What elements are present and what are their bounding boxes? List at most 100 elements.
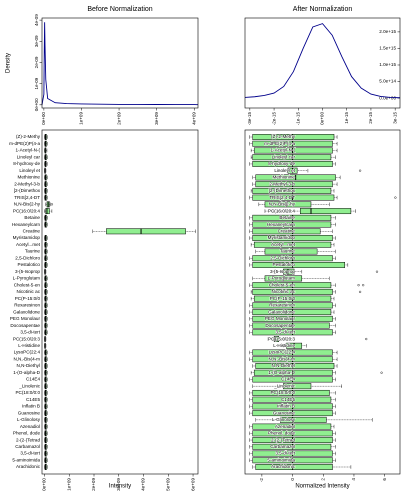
category-label: Methionine	[273, 175, 296, 180]
density-line	[41, 22, 199, 106]
category-label: Pestalotico	[273, 262, 296, 267]
box	[252, 423, 332, 430]
category-label: Azenadiol	[275, 424, 295, 429]
category-label: PC(15:0/20:3	[13, 336, 41, 341]
y-axis-label: Density	[6, 53, 12, 73]
category-label: Betaine	[24, 215, 40, 220]
category-label: L-Pyroglutam	[268, 276, 295, 281]
category-label: m-dPE(2)P(4-a	[264, 141, 295, 146]
box	[264, 201, 312, 208]
box	[252, 228, 321, 235]
panel-frame	[41, 129, 199, 475]
category-label: N,N-Diethyl	[272, 363, 295, 368]
box	[252, 134, 335, 140]
category-label: Phenol, dode	[13, 431, 41, 436]
category-label: Cholest-5-en	[14, 282, 41, 287]
category-label: Acetyl...met	[16, 242, 41, 247]
category-label: Myristamidop	[268, 235, 296, 240]
category-label: 1-Acetyl-N-(	[270, 148, 295, 153]
category-label: m-dPE(2)P(4-a	[9, 141, 40, 146]
category-label: PC(18:0/0:0	[270, 390, 295, 395]
x-tick-label: 1e+09	[66, 478, 71, 491]
y-tick-label: 5.0e+14	[379, 79, 396, 84]
x-tick-label: 2e-15	[368, 112, 373, 124]
box	[252, 214, 332, 221]
category-label: C14E4	[281, 377, 295, 382]
box	[253, 147, 333, 154]
category-label: TRIS[2,4-DT	[269, 195, 295, 200]
category-label: Phenol, dode	[268, 431, 296, 436]
category-label: N,N,-Bis(4-m	[268, 356, 295, 361]
x-tick-label: 2e+09	[91, 478, 96, 491]
box	[283, 383, 312, 390]
category-label: 8-hydroxy-de	[13, 161, 40, 166]
category-label: C14E5	[26, 397, 40, 402]
x-tick-label: 1e-15	[344, 112, 349, 124]
category-label: PC(18:0/0:0	[15, 390, 40, 395]
outlier	[358, 290, 362, 293]
box	[280, 416, 327, 423]
category-label: Nicotinic ac	[272, 289, 296, 294]
box	[252, 187, 332, 194]
box	[283, 268, 295, 275]
outlier	[394, 196, 397, 199]
x-tick-label: 0e+00	[320, 112, 325, 125]
box	[255, 464, 333, 470]
outlier	[50, 203, 54, 206]
box	[45, 208, 50, 215]
category-label: Hexaneylcarn	[12, 222, 41, 227]
category-label: PEG Monolaur	[265, 316, 296, 321]
category-label: Azenadiol	[20, 424, 40, 429]
category-label: PC(16:0/20:4	[268, 208, 296, 213]
category-label: 2,5-Dichloro	[270, 255, 295, 260]
y-tick-label: 0.0e+00	[379, 95, 396, 100]
category-label: L-Glinolosy	[17, 417, 41, 422]
x-tick-label: 1e+09	[79, 112, 84, 125]
category-label: Nicotinic ac	[17, 289, 41, 294]
category-label: Creatine	[278, 229, 296, 234]
category-label: PEG Monolaur	[10, 316, 41, 321]
category-label: 2-Methyl-3-b	[14, 181, 40, 186]
category-label: 5-aminoimida	[267, 457, 295, 462]
category-label: Inflatin B	[22, 404, 40, 409]
category-label: Creatine	[23, 229, 41, 234]
category-label: L-Pyroglutam	[13, 276, 40, 281]
x-tick-label: -2e-15	[271, 112, 276, 126]
category-label: 1-(O-alpha-D	[268, 370, 295, 375]
x-tick-label: 3e+09	[154, 112, 159, 125]
category-label: L-Glinolosy	[272, 417, 296, 422]
x-tick-label: 4e+09	[191, 112, 196, 125]
category-label: N,N,-Bis(4-m	[13, 356, 40, 361]
x-tick-label: -1e-15	[296, 112, 301, 126]
y-tick-label: 1.0e+15	[379, 62, 396, 67]
outlier	[357, 284, 360, 287]
category-label: Linoleyl car	[17, 154, 41, 159]
outlier	[380, 371, 383, 374]
category-label: Myristamidop	[13, 235, 41, 240]
x-tick-label: -2	[259, 478, 264, 483]
density-line	[244, 23, 401, 99]
x-tick-label: 6e+09	[190, 478, 195, 491]
category-label: 5-aminoimida	[12, 457, 40, 462]
outlier	[358, 169, 362, 172]
box	[299, 208, 352, 215]
category-label: 3-(5-Isoprop	[270, 269, 295, 274]
box	[252, 309, 332, 316]
category-label: 3,5-di-tert	[20, 330, 40, 335]
box	[264, 248, 318, 255]
category-label: PC(P-15:0/0	[15, 296, 41, 301]
x-tick-label: 0	[290, 478, 295, 481]
category-label: N,N-Bis(2-hy	[269, 202, 296, 207]
outlier	[365, 337, 368, 341]
box	[252, 262, 346, 268]
category-label: 2,5-Dichloro	[15, 255, 40, 260]
y-tick-label: 4e-09	[34, 14, 39, 26]
box	[252, 322, 330, 329]
x-tick-label: 2	[320, 478, 325, 481]
panel-frame	[244, 17, 401, 109]
category-label: PC(16:0/20:4	[13, 208, 41, 213]
category-label: L-Histidine	[18, 343, 40, 348]
category-label: 8-hydroxy-de	[268, 161, 295, 166]
category-label: Acetyl...met	[271, 242, 296, 247]
